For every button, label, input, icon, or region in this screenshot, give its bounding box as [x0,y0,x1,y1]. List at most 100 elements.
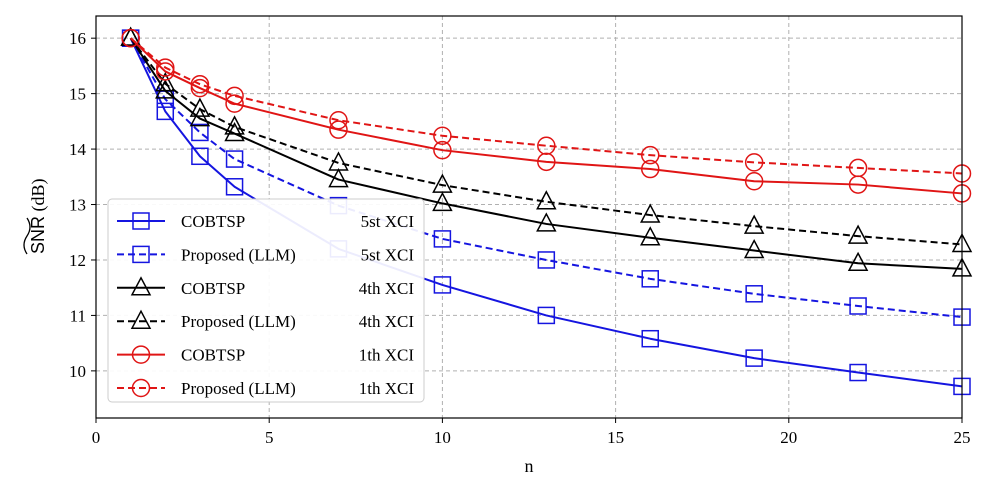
y-tick-label: 10 [69,362,86,381]
data-point-triangle [189,97,211,117]
x-tick-label: 5 [265,428,274,447]
data-point-circle [329,110,348,130]
y-tick-label: 16 [69,29,86,48]
data-point-circle [156,58,175,77]
series-4 [121,28,972,203]
data-point-triangle [155,72,176,92]
y-axis-label-tilde [23,217,31,255]
legend-item: Proposed (LLM) 1th XCI [117,378,415,398]
data-point-triangle [224,115,245,135]
series-layer [120,26,973,396]
series-line [129,37,963,195]
legend-marker-square [132,245,150,264]
data-point-triangle [536,212,557,232]
legend-item: COBTSP 1th XCI [117,345,415,365]
legend-item: Proposed (LLM) 4th XCI [117,309,414,331]
x-tick-label: 15 [607,428,624,447]
data-point-circle [744,171,764,191]
legend-marker-circle [131,345,151,364]
legend-suffix: 1th XCI [359,379,415,398]
data-point-square [641,329,659,348]
data-point-circle [329,120,348,139]
grid-layer [96,16,962,418]
legend-suffix: 5st XCI [361,212,415,231]
data-point-triangle [847,224,869,244]
data-point-circle [744,153,764,172]
data-point-square [433,230,452,248]
x-tick-label: 10 [434,428,451,447]
data-point-circle [156,62,175,81]
data-point-circle [537,152,556,172]
legend-item: COBTSP 5st XCI [117,212,414,231]
x-tick-label: 0 [92,428,101,447]
y-tick-label: 14 [69,140,87,159]
data-point-triangle [224,121,245,142]
legend-item: Proposed (LLM) 5st XCI [117,245,414,264]
data-point-square [156,102,175,121]
legend-label: COBTSP [181,279,245,298]
data-point-triangle [639,203,661,223]
data-point-triangle [189,106,211,127]
data-point-circle [190,74,210,94]
y-tick-label: 11 [70,306,86,325]
series-line [129,37,963,388]
series-line [129,37,963,246]
legend-suffix: 1th XCI [359,346,415,365]
data-point-triangle [847,251,869,272]
data-point-circle [121,28,140,48]
data-point-triangle [432,191,453,212]
x-tick-label: 20 [780,428,797,447]
data-point-triangle [328,167,349,188]
data-point-circle [848,158,868,178]
data-point-square [225,178,244,196]
data-point-square [641,270,659,288]
x-tick-label: 25 [954,428,971,447]
data-point-square [537,251,556,269]
legend-marker-square [132,212,150,230]
data-point-circle [433,126,452,146]
legend-marker-triangle [130,309,152,329]
data-point-triangle [328,151,349,171]
y-tick-label: 15 [69,85,86,104]
legend-suffix: 5st XCI [361,245,415,264]
legend-frame [107,198,425,403]
plot-frame [95,15,963,419]
legend-label: Proposed (LLM) [181,379,296,398]
series-line [129,37,963,175]
y-axis-label-main: SNR [28,216,48,254]
tick-layer: 0 5 10 15 20 25 10 11 12 13 14 15 16 [69,29,971,447]
data-point-circle [640,145,660,165]
legend-marker-triangle [130,276,152,296]
y-axis-label-unit: (dB) [28,179,49,212]
data-point-triangle [536,190,557,210]
data-point-square [433,276,452,294]
data-point-circle [225,94,244,113]
legend-label: COBTSP [181,346,245,365]
data-point-square [849,297,867,315]
data-point-circle [537,136,556,155]
data-point-circle [225,86,244,106]
data-point-triangle [120,26,141,46]
legend-label: Proposed (LLM) [181,312,296,331]
data-point-triangle [155,79,176,99]
y-tick-label: 12 [69,251,86,270]
data-point-square [537,306,556,325]
data-point-circle [640,159,660,179]
y-tick-label: 13 [69,196,86,215]
data-point-triangle [743,238,765,259]
data-point-square [849,363,867,382]
data-point-triangle [743,214,765,234]
legend-marker-circle [131,378,151,398]
legend-label: Proposed (LLM) [181,245,296,264]
data-point-square [191,147,209,166]
data-point-circle [433,140,452,160]
data-point-square [745,285,763,303]
data-point-square [191,123,209,142]
data-point-square [225,150,244,168]
legend-suffix: 4th XCI [359,279,415,298]
data-point-triangle [639,226,661,246]
x-axis-label: n [525,456,534,476]
y-axis-label: SNR (dB) [23,179,49,255]
